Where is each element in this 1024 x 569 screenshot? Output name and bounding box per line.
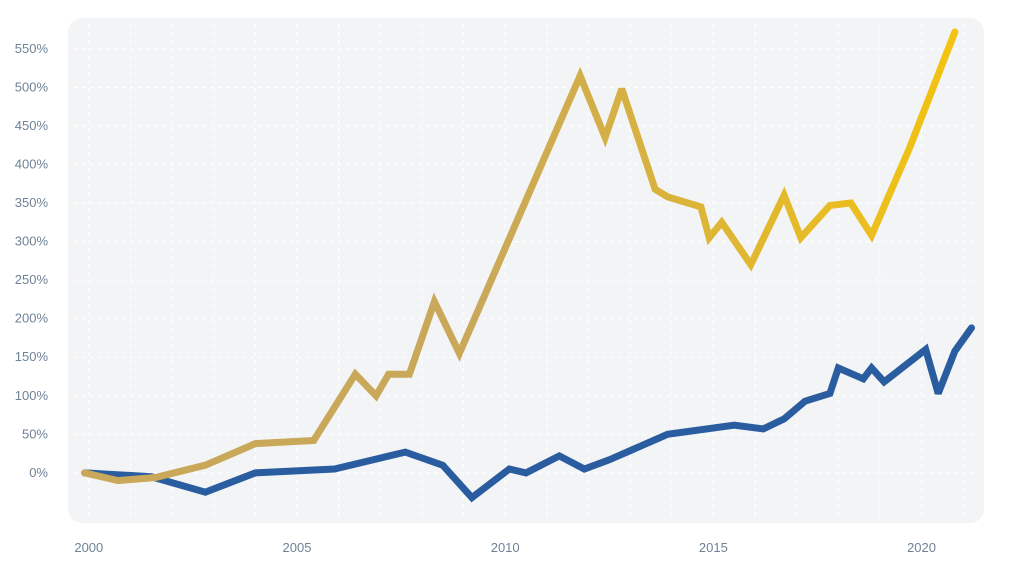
x-tick-label: 2020: [907, 540, 936, 555]
y-tick-label: 450%: [15, 118, 49, 133]
y-axis-tick-labels: 0% 50% 100% 150% 200% 250% 300% 350% 400% 450% 500…: [15, 41, 49, 480]
x-tick-label: 2010: [491, 540, 520, 555]
series-line-gold: [81, 28, 959, 485]
y-tick-label: 0%: [29, 465, 48, 480]
y-tick-label: 300%: [15, 234, 49, 249]
y-tick-label: 550%: [15, 41, 49, 56]
x-tick-label: 2000: [74, 540, 103, 555]
plot-area: [68, 18, 984, 523]
y-tick-label: 150%: [15, 349, 49, 364]
y-tick-label: 200%: [15, 311, 49, 326]
series-line-blue: [81, 324, 975, 503]
y-tick-label: 400%: [15, 156, 49, 171]
y-tick-label: 50%: [22, 426, 48, 441]
y-tick-label: 250%: [15, 272, 49, 287]
y-tick-label: 100%: [15, 388, 49, 403]
x-axis-tick-labels: 2000 2005 2010 2015 2020: [74, 540, 936, 555]
y-tick-label: 500%: [15, 79, 49, 94]
x-tick-label: 2005: [283, 540, 312, 555]
x-tick-label: 2015: [699, 540, 728, 555]
series-lines: [81, 28, 975, 503]
y-tick-label: 350%: [15, 195, 49, 210]
